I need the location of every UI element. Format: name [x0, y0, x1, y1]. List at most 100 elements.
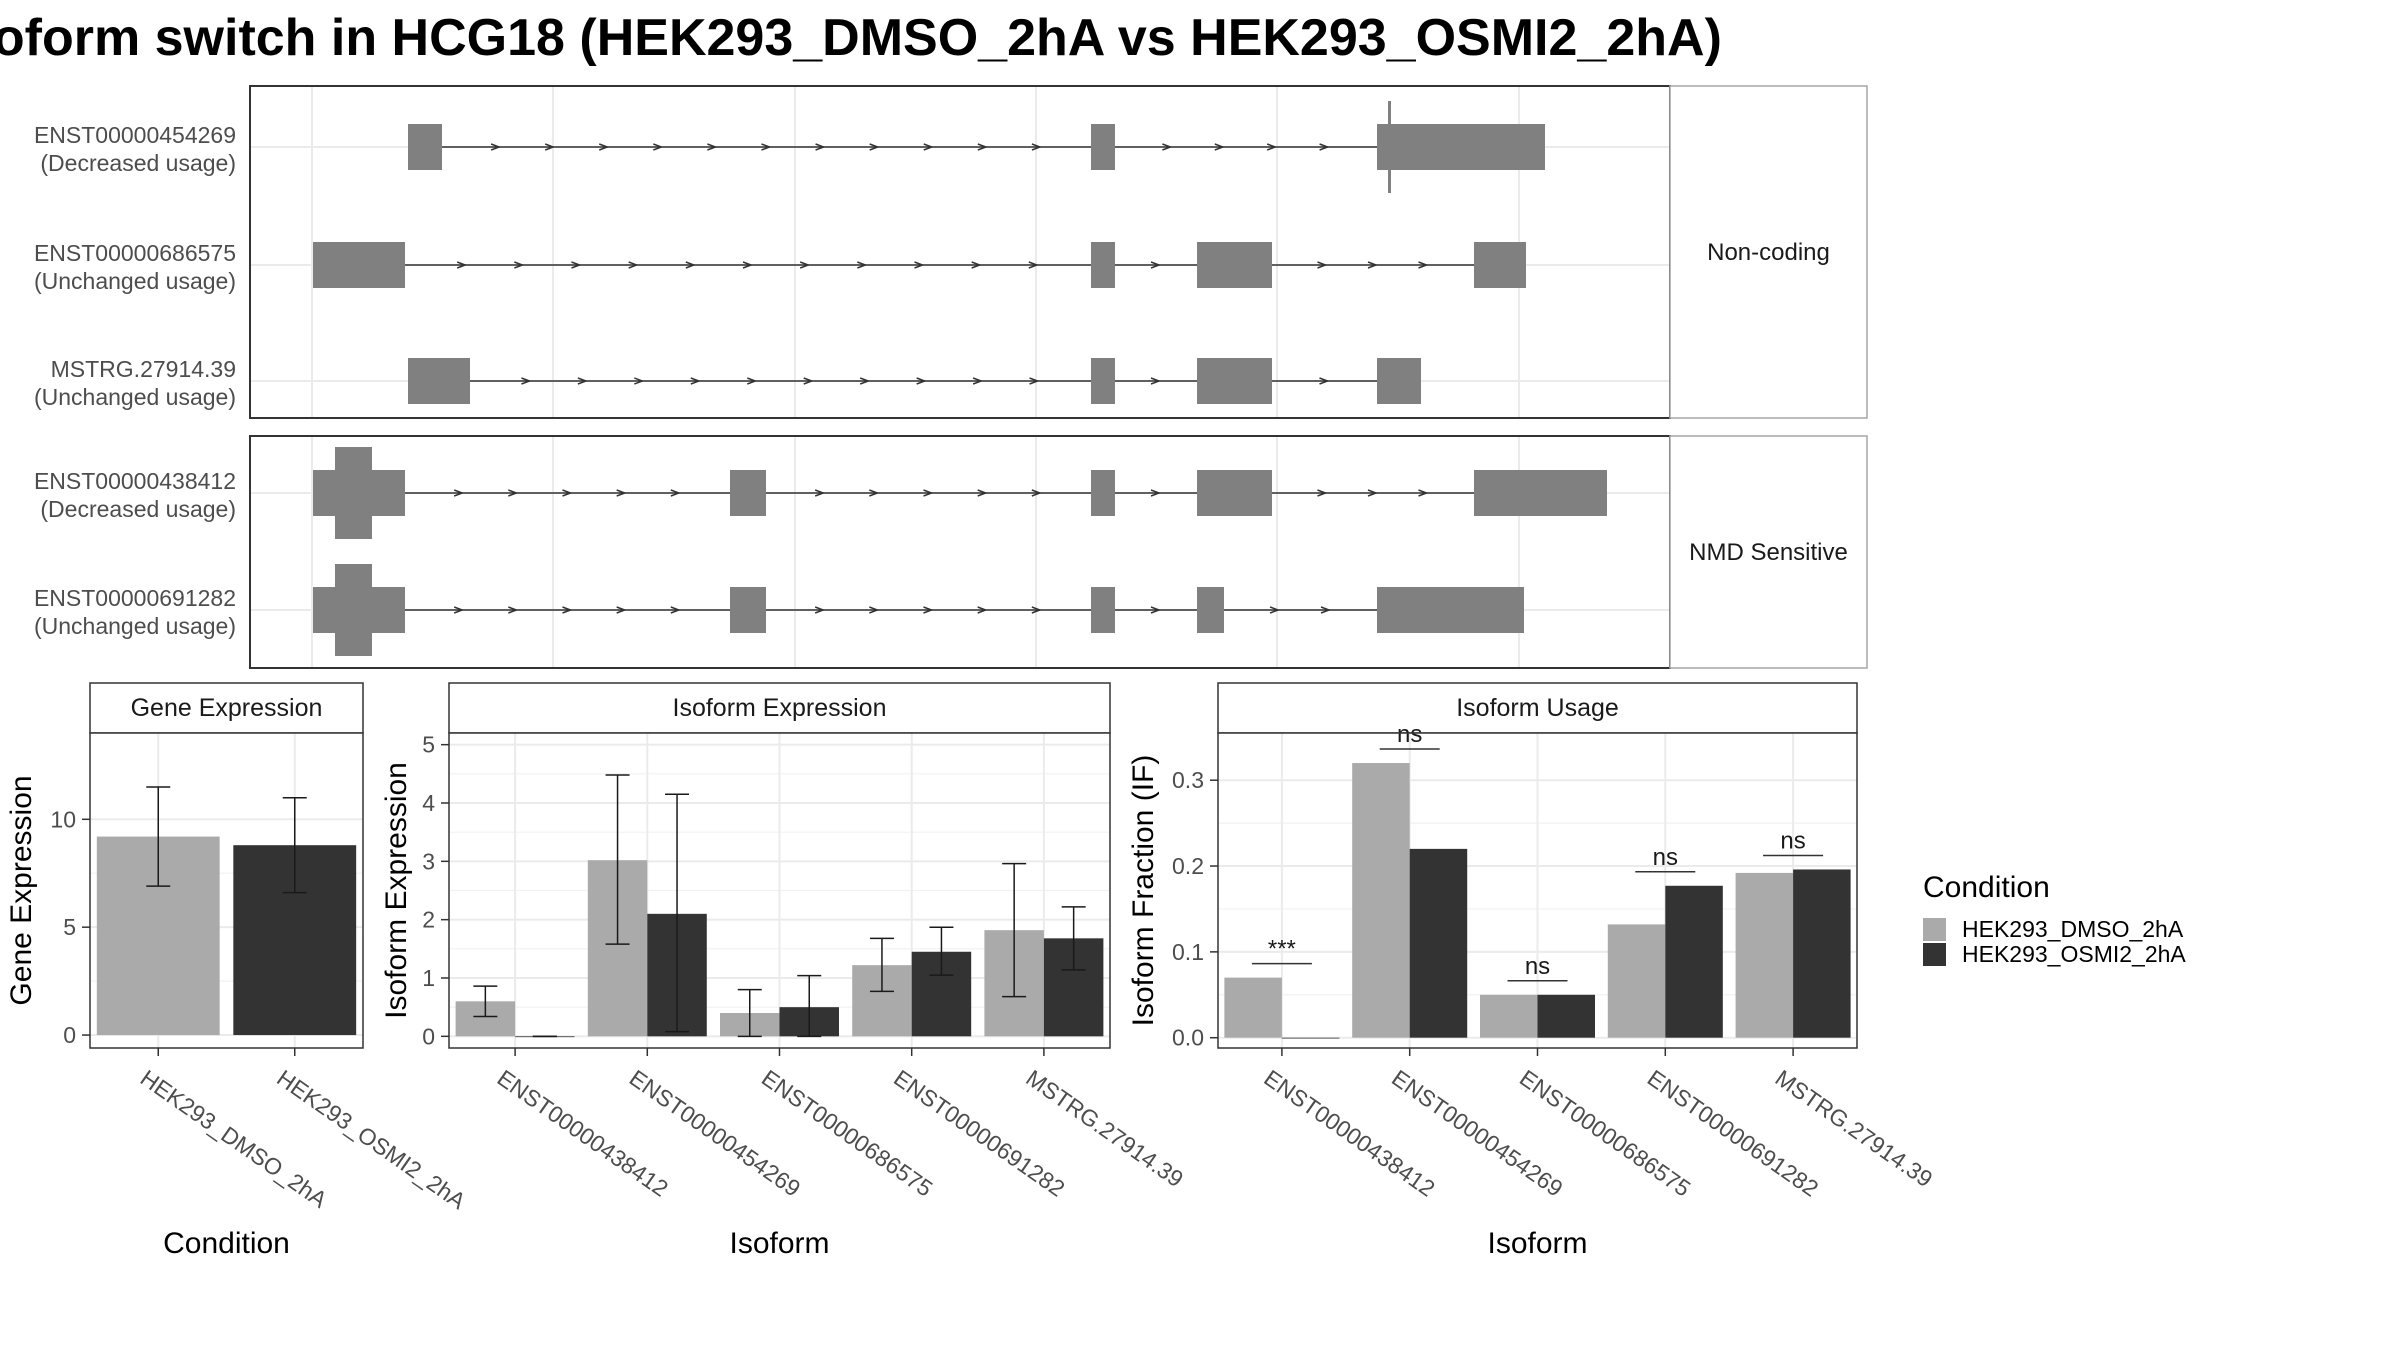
- intron-arrow: [1150, 377, 1162, 385]
- significance-label: ns: [1397, 721, 1422, 748]
- isoform-expression-panel: Isoform Expression012345ENST00000438412E…: [380, 682, 1188, 1260]
- intron-arrow: [1319, 143, 1330, 151]
- intron-arrow: [1319, 377, 1330, 385]
- bar: [1281, 1037, 1340, 1039]
- plot-border: [89, 732, 364, 1049]
- cds-marker: [335, 564, 372, 656]
- gene-expression-panel: Gene Expression0510HEK293_DMSO_2hAHEK293…: [5, 682, 471, 1260]
- legend-item-label: HEK293_DMSO_2hA: [1962, 916, 2184, 942]
- bar: [1352, 763, 1410, 1038]
- bar: [1735, 872, 1794, 1038]
- intron-arrow: [1367, 489, 1379, 497]
- exon-block: [1197, 358, 1272, 404]
- exon-block: [1091, 242, 1115, 288]
- y-tick-label: 0.0: [1172, 1025, 1204, 1051]
- y-tick-label: 0.2: [1172, 853, 1204, 879]
- transcript-id-label: MSTRG.27914.39: [51, 356, 236, 382]
- transcript-id-label: ENST00000691282: [34, 585, 236, 611]
- intron-arrow: [1031, 606, 1042, 614]
- intron-arrow: [1031, 143, 1043, 151]
- exon-block: [1474, 242, 1526, 288]
- intron-arrow: [859, 377, 871, 385]
- intron-arrow: [857, 261, 868, 269]
- significance-label: ns: [1653, 844, 1678, 871]
- intron-arrow: [814, 489, 826, 497]
- facet-label: NMD Sensitive: [1689, 539, 1848, 566]
- intron-arrow: [1162, 143, 1173, 151]
- y-tick-label: 0.1: [1172, 939, 1204, 965]
- panel-title: Isoform Usage: [1456, 694, 1619, 722]
- exon-block: [1091, 124, 1115, 170]
- bar: [1224, 977, 1282, 1038]
- intron-arrow: [916, 377, 927, 385]
- intron-arrow: [923, 143, 934, 151]
- panel-strip: [448, 682, 1111, 734]
- y-tick-label: 1: [422, 965, 435, 991]
- intron-arrow: [747, 377, 758, 385]
- intron-arrow: [803, 377, 814, 385]
- exon-block: [1091, 470, 1115, 516]
- exon-block: [1377, 124, 1545, 170]
- intron-arrow: [977, 606, 988, 614]
- significance-label: ns: [1525, 953, 1550, 980]
- y-tick-label: 10: [50, 806, 76, 832]
- intron-arrow: [616, 489, 627, 497]
- bar: [1665, 885, 1723, 1038]
- intron-arrow: [914, 261, 925, 269]
- intron-arrow: [456, 261, 468, 269]
- intron-arrow: [1150, 489, 1162, 497]
- intron-arrow: [690, 377, 701, 385]
- intron-arrow: [1317, 489, 1328, 497]
- y-axis-title: Gene Expression: [5, 775, 38, 1005]
- intron-arrow: [869, 489, 880, 497]
- y-tick-label: 0.3: [1172, 767, 1204, 793]
- x-axis-title: Isoform: [729, 1227, 829, 1260]
- intron-arrow: [923, 489, 934, 497]
- cds-marker: [1388, 101, 1391, 193]
- structure-panel-bg: [250, 436, 1670, 668]
- significance-label: ns: [1780, 827, 1805, 854]
- intron-arrow: [628, 261, 639, 269]
- facet-strip: [1669, 435, 1868, 669]
- panel-title: Isoform Expression: [673, 694, 887, 722]
- intron-arrow: [1029, 377, 1040, 385]
- intron-arrow: [571, 261, 582, 269]
- intron-arrow: [634, 377, 645, 385]
- bar: [1537, 994, 1596, 1038]
- intron-arrow: [1031, 489, 1042, 497]
- intron-arrow: [562, 606, 573, 614]
- intron-arrow: [799, 261, 811, 269]
- figure-title: Gene isoform switch in HCG18 (HEK293_DMS…: [0, 9, 1722, 67]
- intron-arrow: [1214, 143, 1225, 151]
- intron-arrow: [972, 377, 984, 385]
- exon-block: [408, 124, 442, 170]
- intron-arrow: [869, 143, 880, 151]
- intron-arrow: [670, 606, 681, 614]
- x-axis-title: Condition: [163, 1227, 290, 1260]
- y-axis-title: Isoform Fraction (IF): [1127, 755, 1160, 1027]
- intron-arrow: [1367, 261, 1379, 269]
- intron-arrow: [815, 143, 826, 151]
- exon-block: [1377, 587, 1524, 633]
- y-tick-label: 5: [422, 732, 435, 758]
- y-tick-label: 5: [63, 914, 76, 940]
- significance-label: ***: [1268, 936, 1296, 963]
- bar: [1607, 924, 1666, 1038]
- legend-swatch: [1923, 943, 1946, 966]
- y-tick-label: 4: [422, 790, 435, 816]
- intron-arrow: [521, 377, 532, 385]
- exon-block: [1091, 587, 1115, 633]
- intron-arrow: [508, 489, 519, 497]
- intron-arrow: [742, 261, 754, 269]
- intron-arrow: [508, 606, 519, 614]
- transcript-usage-label: (Decreased usage): [40, 150, 236, 176]
- y-tick-label: 2: [422, 907, 435, 933]
- intron-arrow: [977, 143, 988, 151]
- bar: [1479, 994, 1538, 1038]
- bar: [1793, 869, 1851, 1038]
- intron-arrow: [685, 261, 696, 269]
- transcript-usage-label: (Unchanged usage): [34, 384, 236, 410]
- transcript-id-label: ENST00000454269: [34, 122, 236, 148]
- intron-arrow: [1028, 261, 1039, 269]
